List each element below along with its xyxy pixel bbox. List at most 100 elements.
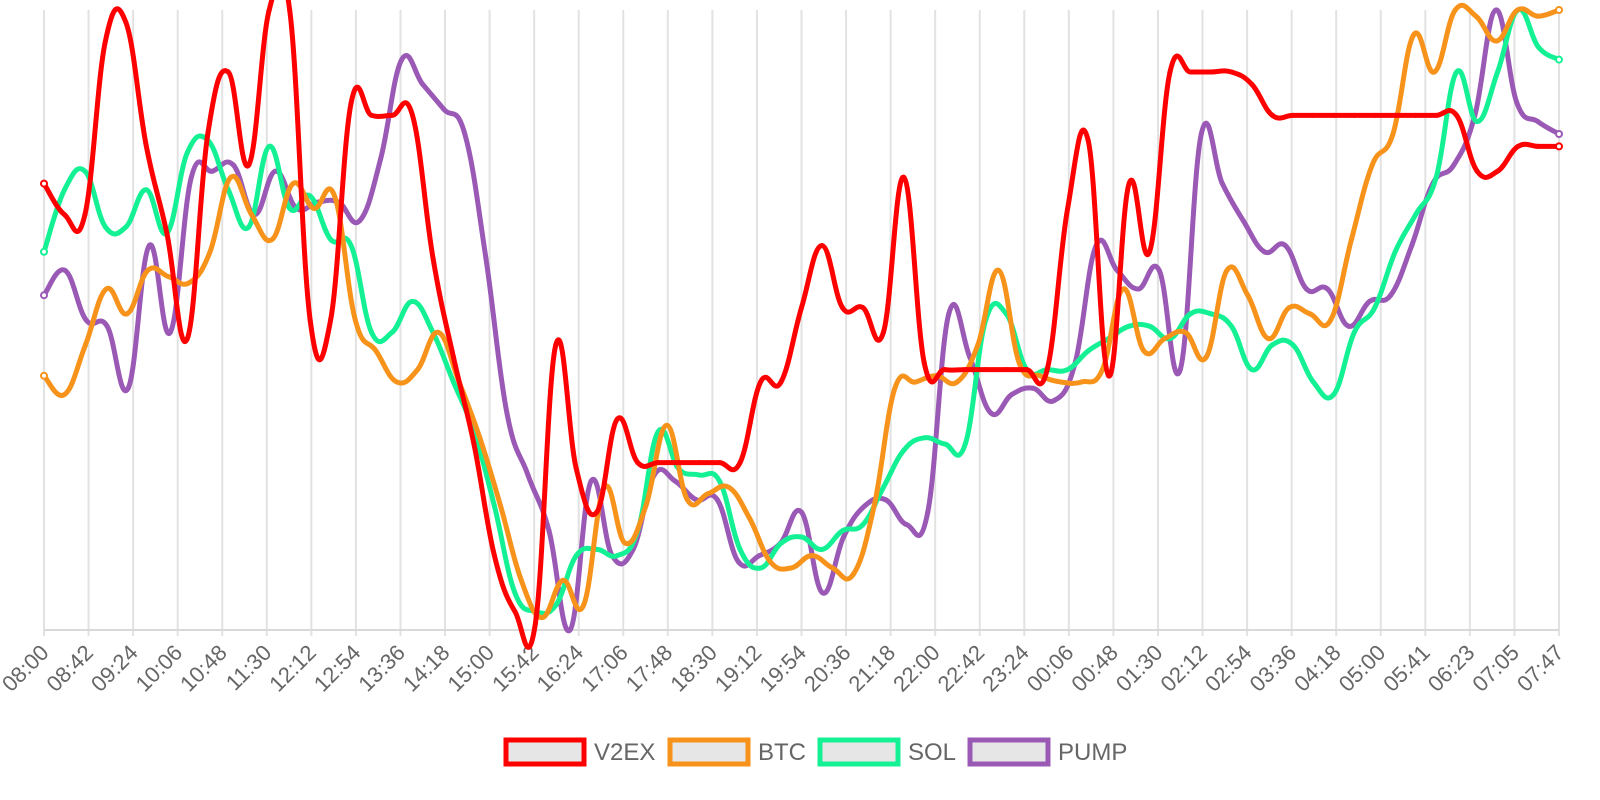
data-point-btc[interactable]	[1514, 7, 1520, 13]
data-point-sol[interactable]	[1413, 212, 1419, 218]
data-point-btc[interactable]	[207, 249, 213, 255]
data-point-sol[interactable]	[717, 478, 723, 484]
data-point-btc[interactable]	[1431, 69, 1437, 75]
data-point-v2ex[interactable]	[1351, 112, 1357, 118]
data-point-pump[interactable]	[1409, 243, 1415, 249]
data-point-sol[interactable]	[61, 187, 67, 193]
data-point-v2ex[interactable]	[450, 354, 456, 360]
data-point-v2ex[interactable]	[184, 336, 190, 342]
data-point-v2ex[interactable]	[102, 38, 108, 44]
data-point-pump[interactable]	[40, 291, 48, 300]
data-point-v2ex[interactable]	[573, 466, 579, 472]
data-point-btc[interactable]	[747, 515, 753, 521]
data-point-sol[interactable]	[1310, 379, 1316, 385]
data-point-sol[interactable]	[839, 528, 845, 534]
data-point-sol[interactable]	[1249, 367, 1255, 373]
data-point-pump[interactable]	[883, 497, 889, 503]
data-point-v2ex[interactable]	[1249, 81, 1255, 87]
data-point-sol[interactable]	[573, 553, 579, 559]
data-point-btc[interactable]	[913, 379, 919, 385]
data-point-sol[interactable]	[1187, 311, 1193, 317]
data-point-pump[interactable]	[504, 410, 510, 416]
data-point-pump[interactable]	[735, 559, 741, 565]
data-point-v2ex[interactable]	[1331, 112, 1337, 118]
data-point-pump[interactable]	[904, 522, 910, 528]
data-point-sol[interactable]	[328, 236, 334, 242]
data-point-btc[interactable]	[1162, 336, 1168, 342]
data-point-pump[interactable]	[1135, 286, 1141, 292]
data-point-btc[interactable]	[166, 274, 172, 280]
data-point-btc[interactable]	[228, 174, 234, 180]
legend-item-sol[interactable]: SOL	[817, 737, 956, 767]
data-point-v2ex[interactable]	[676, 460, 682, 466]
data-point-v2ex[interactable]	[1372, 112, 1378, 118]
data-point-v2ex[interactable]	[737, 460, 743, 466]
data-point-v2ex[interactable]	[1536, 143, 1542, 149]
data-point-pump[interactable]	[1304, 286, 1309, 292]
data-point-pump[interactable]	[167, 329, 173, 335]
data-point-btc[interactable]	[1099, 367, 1105, 373]
data-point-v2ex[interactable]	[1454, 112, 1460, 118]
data-point-sol[interactable]	[1392, 249, 1398, 255]
data-point-v2ex[interactable]	[1208, 69, 1214, 75]
data-point-btc[interactable]	[1535, 13, 1541, 19]
data-point-sol[interactable]	[1228, 323, 1234, 329]
data-point-pump[interactable]	[146, 243, 152, 249]
data-point-v2ex[interactable]	[205, 131, 211, 137]
data-point-v2ex[interactable]	[655, 460, 661, 466]
data-point-v2ex[interactable]	[1495, 168, 1501, 174]
data-point-pump[interactable]	[399, 57, 405, 63]
data-point-pump[interactable]	[588, 478, 594, 484]
data-point-pump[interactable]	[714, 497, 720, 503]
data-point-pump[interactable]	[820, 590, 826, 596]
data-point-btc[interactable]	[726, 484, 732, 490]
data-point-btc[interactable]	[1473, 13, 1479, 19]
data-point-btc[interactable]	[290, 181, 296, 187]
data-point-v2ex[interactable]	[553, 342, 559, 348]
data-point-btc[interactable]	[145, 267, 151, 273]
data-point-btc[interactable]	[560, 577, 566, 583]
data-point-pump[interactable]	[1156, 267, 1162, 273]
data-point-pump[interactable]	[1346, 323, 1352, 329]
data-point-sol[interactable]	[778, 540, 784, 546]
data-point-v2ex[interactable]	[942, 367, 948, 373]
data-point-v2ex[interactable]	[246, 162, 252, 168]
data-point-pump[interactable]	[420, 81, 426, 87]
data-point-btc[interactable]	[498, 503, 504, 509]
data-point-btc[interactable]	[269, 236, 275, 242]
data-point-v2ex[interactable]	[1392, 112, 1398, 118]
data-point-btc[interactable]	[1390, 131, 1396, 137]
data-point-v2ex[interactable]	[962, 367, 968, 373]
data-point-pump[interactable]	[125, 385, 131, 391]
data-point-btc[interactable]	[871, 503, 877, 509]
data-point-sol[interactable]	[184, 150, 190, 156]
data-point-pump[interactable]	[188, 174, 194, 180]
data-point-sol[interactable]	[348, 243, 354, 249]
data-point-btc[interactable]	[1245, 292, 1251, 298]
data-point-v2ex[interactable]	[921, 360, 927, 366]
data-point-btc[interactable]	[1328, 317, 1334, 323]
data-point-btc[interactable]	[622, 540, 628, 546]
data-point-sol[interactable]	[246, 224, 252, 230]
data-point-pump[interactable]	[988, 410, 994, 416]
data-point-sol[interactable]	[491, 503, 497, 509]
data-point-pump[interactable]	[862, 503, 868, 509]
data-point-btc[interactable]	[394, 379, 400, 385]
data-point-v2ex[interactable]	[1085, 137, 1091, 143]
data-point-btc[interactable]	[1411, 32, 1417, 38]
data-point-pump[interactable]	[841, 534, 847, 540]
legend-item-pump[interactable]: PUMP	[967, 737, 1127, 767]
data-point-sol[interactable]	[307, 193, 313, 199]
data-point-v2ex[interactable]	[287, 7, 293, 13]
data-point-pump[interactable]	[1535, 119, 1541, 125]
data-point-pump[interactable]	[1367, 298, 1373, 304]
data-point-v2ex[interactable]	[143, 143, 149, 149]
data-point-sol[interactable]	[1536, 44, 1542, 50]
data-point-v2ex[interactable]	[983, 367, 989, 373]
data-point-sol[interactable]	[1085, 348, 1091, 354]
data-point-btc[interactable]	[435, 329, 441, 335]
data-point-sol[interactable]	[696, 472, 702, 478]
data-point-pump[interactable]	[925, 509, 931, 515]
data-point-v2ex[interactable]	[1290, 112, 1296, 118]
data-point-v2ex[interactable]	[635, 460, 641, 466]
